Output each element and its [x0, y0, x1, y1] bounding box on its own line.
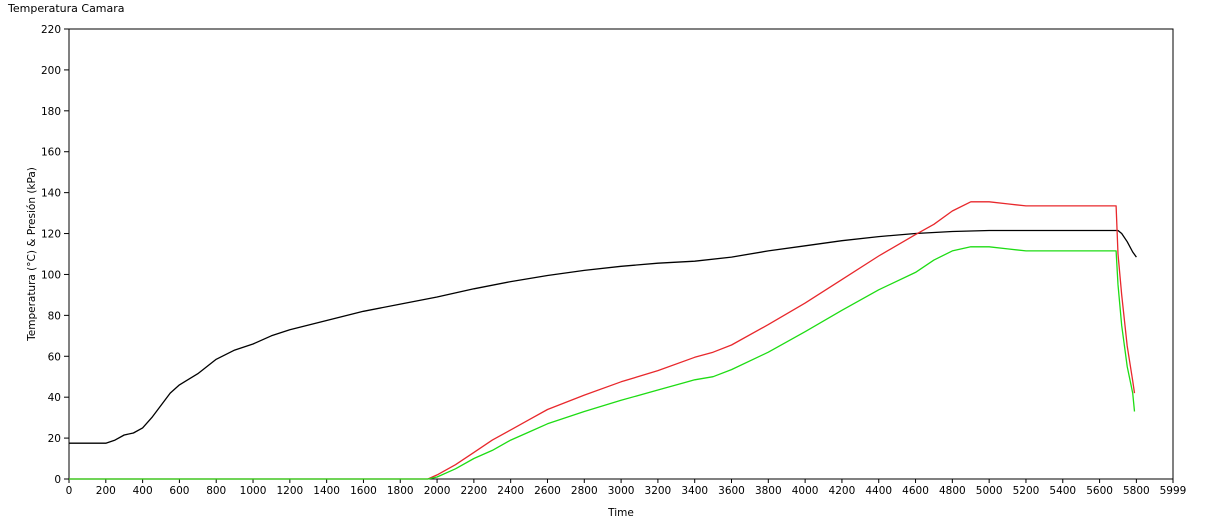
x-tick-label: 1800: [387, 485, 414, 497]
x-tick-label: 1600: [350, 485, 377, 497]
x-tick-label: 800: [206, 485, 226, 497]
x-tick-label: 4000: [792, 485, 819, 497]
x-tick-label: 2200: [461, 485, 488, 497]
y-tick-label: 0: [54, 474, 61, 486]
x-axis: 0 200 400 600 800 1000 1200 1400 1600 1800 2000 220…: [66, 479, 1187, 497]
y-tick-label: 100: [41, 269, 61, 281]
x-tick-label: 4600: [902, 485, 929, 497]
x-tick-label: 1200: [276, 485, 303, 497]
x-tick-label: 1400: [313, 485, 340, 497]
x-tick-label: 5800: [1123, 485, 1150, 497]
y-tick-label: 180: [41, 106, 61, 118]
series-layer: [69, 201, 1137, 480]
x-tick-label: 1000: [240, 485, 267, 497]
x-tick-label: 2000: [424, 485, 451, 497]
x-tick-label: 3000: [608, 485, 635, 497]
series-line-1: [69, 229, 1137, 444]
x-tick-label: 600: [169, 485, 189, 497]
x-axis-label: Time: [607, 507, 634, 519]
y-tick-label: 20: [48, 433, 61, 445]
series-line-3: [69, 246, 1136, 480]
y-tick-label: 200: [41, 65, 61, 77]
x-tick-label: 2600: [534, 485, 561, 497]
x-tick-label: 5400: [1049, 485, 1076, 497]
y-tick-label: 140: [41, 188, 61, 200]
y-tick-label: 40: [48, 392, 61, 404]
x-tick-label: 3200: [645, 485, 672, 497]
x-tick-label: 0: [66, 485, 73, 497]
x-tick-label: 3600: [718, 485, 745, 497]
series-line-2: [69, 201, 1136, 480]
x-tick-label: 2800: [571, 485, 598, 497]
x-tick-label: 200: [96, 485, 116, 497]
x-tick-label: 3400: [681, 485, 708, 497]
y-axis-label: Temperatura (°C) & Presión (kPa): [26, 167, 38, 342]
y-tick-label: 220: [41, 24, 61, 36]
x-tick-label: 2400: [497, 485, 524, 497]
x-tick-label: 4200: [829, 485, 856, 497]
x-tick-label: 5000: [976, 485, 1003, 497]
x-tick-label: 5999: [1160, 485, 1187, 497]
plot-area: [68, 28, 1174, 480]
y-axis: 0 20 40 60 80 100 120 140 160 180 200 220: [41, 24, 69, 486]
x-tick-label: 400: [133, 485, 153, 497]
x-tick-label: 5600: [1086, 485, 1113, 497]
x-tick-label: 3800: [755, 485, 782, 497]
x-tick-label: 4800: [939, 485, 966, 497]
window-title: Temperatura Camara: [8, 2, 125, 15]
y-tick-label: 60: [48, 351, 61, 363]
y-tick-label: 120: [41, 229, 61, 241]
y-tick-label: 80: [48, 310, 61, 322]
y-tick-label: 160: [41, 147, 61, 159]
x-tick-label: 4400: [865, 485, 892, 497]
x-tick-label: 5200: [1013, 485, 1040, 497]
